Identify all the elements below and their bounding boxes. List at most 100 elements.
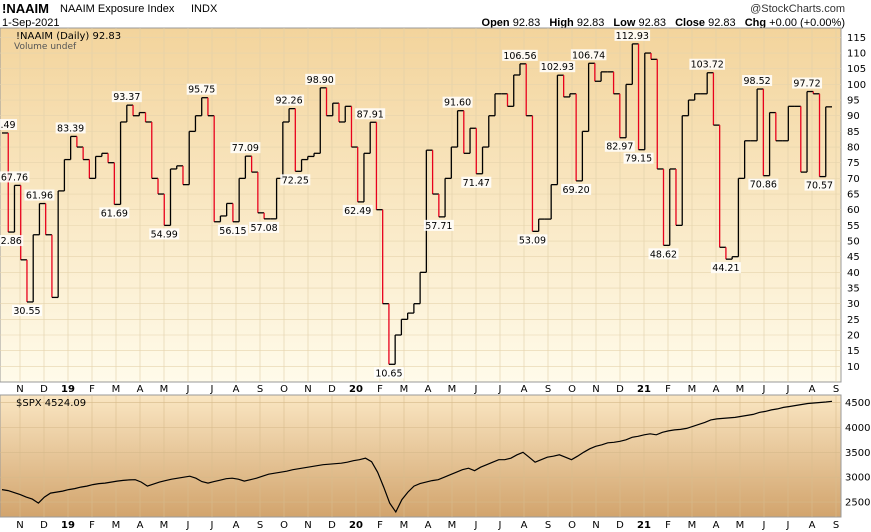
value-label: 79.15: [625, 154, 652, 165]
value-label: 44.21: [712, 263, 739, 274]
x-tick-label: F: [377, 520, 383, 531]
x-tick-label: M: [160, 384, 169, 395]
value-label-bg: [604, 140, 635, 152]
value-label: 67.76: [1, 172, 28, 183]
value-label-bg: [373, 367, 404, 379]
value-label-bg: [305, 73, 336, 85]
x-tick-label: M: [448, 384, 457, 395]
value-label: 62.49: [344, 206, 371, 217]
x-tick-label: M: [400, 384, 409, 395]
value-label-bg: [748, 178, 779, 190]
value-label: 95.75: [188, 85, 215, 96]
x-tick-label: J: [786, 384, 790, 395]
x-tick-label: M: [448, 520, 457, 531]
x-tick-label: A: [809, 520, 816, 531]
y-tick-label: 60: [847, 205, 860, 216]
y-tick-label: 4000: [845, 423, 870, 434]
x-tick-label: J: [498, 520, 502, 531]
y-tick-label: 10: [847, 362, 860, 373]
value-label: 103.72: [691, 60, 724, 71]
y-tick-label: 45: [847, 252, 860, 263]
exchange-label: INDX: [191, 3, 218, 15]
y-tick-label: 90: [847, 111, 860, 122]
x-tick-label: A: [137, 384, 144, 395]
y-tick-label: 80: [847, 143, 860, 154]
value-label-bg: [502, 49, 538, 61]
x-tick-label: A: [233, 520, 240, 531]
value-label-bg: [623, 152, 654, 164]
x-tick-label: 21: [637, 520, 651, 531]
y-tick-label: 115: [847, 33, 866, 44]
x-tick-label: J: [186, 384, 190, 395]
x-tick-label: S: [833, 520, 839, 531]
low-label: Low: [613, 17, 636, 29]
x-tick-label: F: [665, 384, 671, 395]
value-label-bg: [461, 176, 492, 188]
value-label-bg: [186, 83, 217, 95]
x-tick-label: S: [833, 384, 839, 395]
x-tick-label: M: [112, 384, 121, 395]
x-tick-label: D: [616, 384, 624, 395]
value-label-bg: [0, 235, 24, 247]
value-label: 77.09: [232, 143, 259, 154]
x-tick-label: J: [186, 520, 190, 531]
value-label-bg: [517, 234, 548, 246]
value-label-bg: [342, 204, 373, 216]
x-tick-label: D: [40, 384, 48, 395]
value-label-bg: [539, 61, 576, 73]
value-label: 98.90: [307, 75, 334, 86]
value-label-bg: [230, 142, 261, 154]
spx-series: [1, 400, 833, 514]
value-label-bg: [561, 183, 592, 195]
value-label-bg: [24, 189, 55, 201]
value-label-bg: [648, 248, 679, 260]
close-label: Close: [675, 17, 706, 29]
value-label: 112.93: [616, 31, 649, 42]
x-tick-label: 20: [349, 384, 363, 395]
x-tick-label: N: [304, 384, 311, 395]
x-tick-label: A: [809, 384, 816, 395]
value-label: 71.47: [463, 178, 490, 189]
x-tick-label: D: [328, 520, 336, 531]
value-label: 54.99: [151, 229, 178, 240]
high-value: 92.83: [576, 17, 605, 29]
value-label: 98.52: [744, 76, 771, 87]
naaim-series: [2, 43, 832, 365]
axis-labels: N N D D 19 19 F F M M A A M M J J J J A A S S O O N N D D 20 20 F F M M A A…: [16, 33, 870, 531]
x-tick-label: N: [16, 520, 23, 531]
value-label-bg: [423, 219, 454, 231]
y-tick-label: 3000: [845, 473, 870, 484]
x-tick-label: A: [713, 384, 720, 395]
value-label: 53.09: [519, 235, 546, 246]
x-tick-label: J: [498, 384, 502, 395]
x-tick-label: M: [400, 520, 409, 531]
y-tick-label: 35: [847, 284, 860, 295]
open-label: Open: [481, 17, 510, 29]
value-label-bg: [355, 108, 386, 120]
x-tick-label: 19: [61, 384, 75, 395]
x-tick-label: A: [713, 520, 720, 531]
value-label-bg: [274, 94, 305, 106]
grid-lines: [0, 28, 841, 517]
value-label: 48.62: [650, 249, 677, 260]
x-tick-label: J: [762, 520, 766, 531]
y-tick-label: 100: [847, 80, 866, 91]
value-label: 91.60: [444, 98, 471, 109]
x-tick-label: A: [521, 520, 528, 531]
value-label: 70.86: [750, 180, 777, 191]
x-tick-label: D: [40, 520, 48, 531]
chg-value: +0.00 (+0.00%): [769, 17, 845, 29]
spx-panel-bg: [0, 394, 842, 518]
ohlc-readout: Open 92.83 High 92.83 Low 92.83 Close 92…: [482, 17, 845, 29]
x-tick-label: A: [137, 520, 144, 531]
value-label-bg: [710, 262, 741, 274]
value-label: 61.69: [101, 208, 128, 219]
value-label: 57.71: [425, 221, 452, 232]
value-label: 106.74: [572, 50, 605, 61]
value-label: 87.91: [357, 109, 384, 120]
high-label: High: [549, 17, 574, 29]
x-tick-label: J: [210, 520, 214, 531]
x-tick-label: M: [688, 384, 697, 395]
